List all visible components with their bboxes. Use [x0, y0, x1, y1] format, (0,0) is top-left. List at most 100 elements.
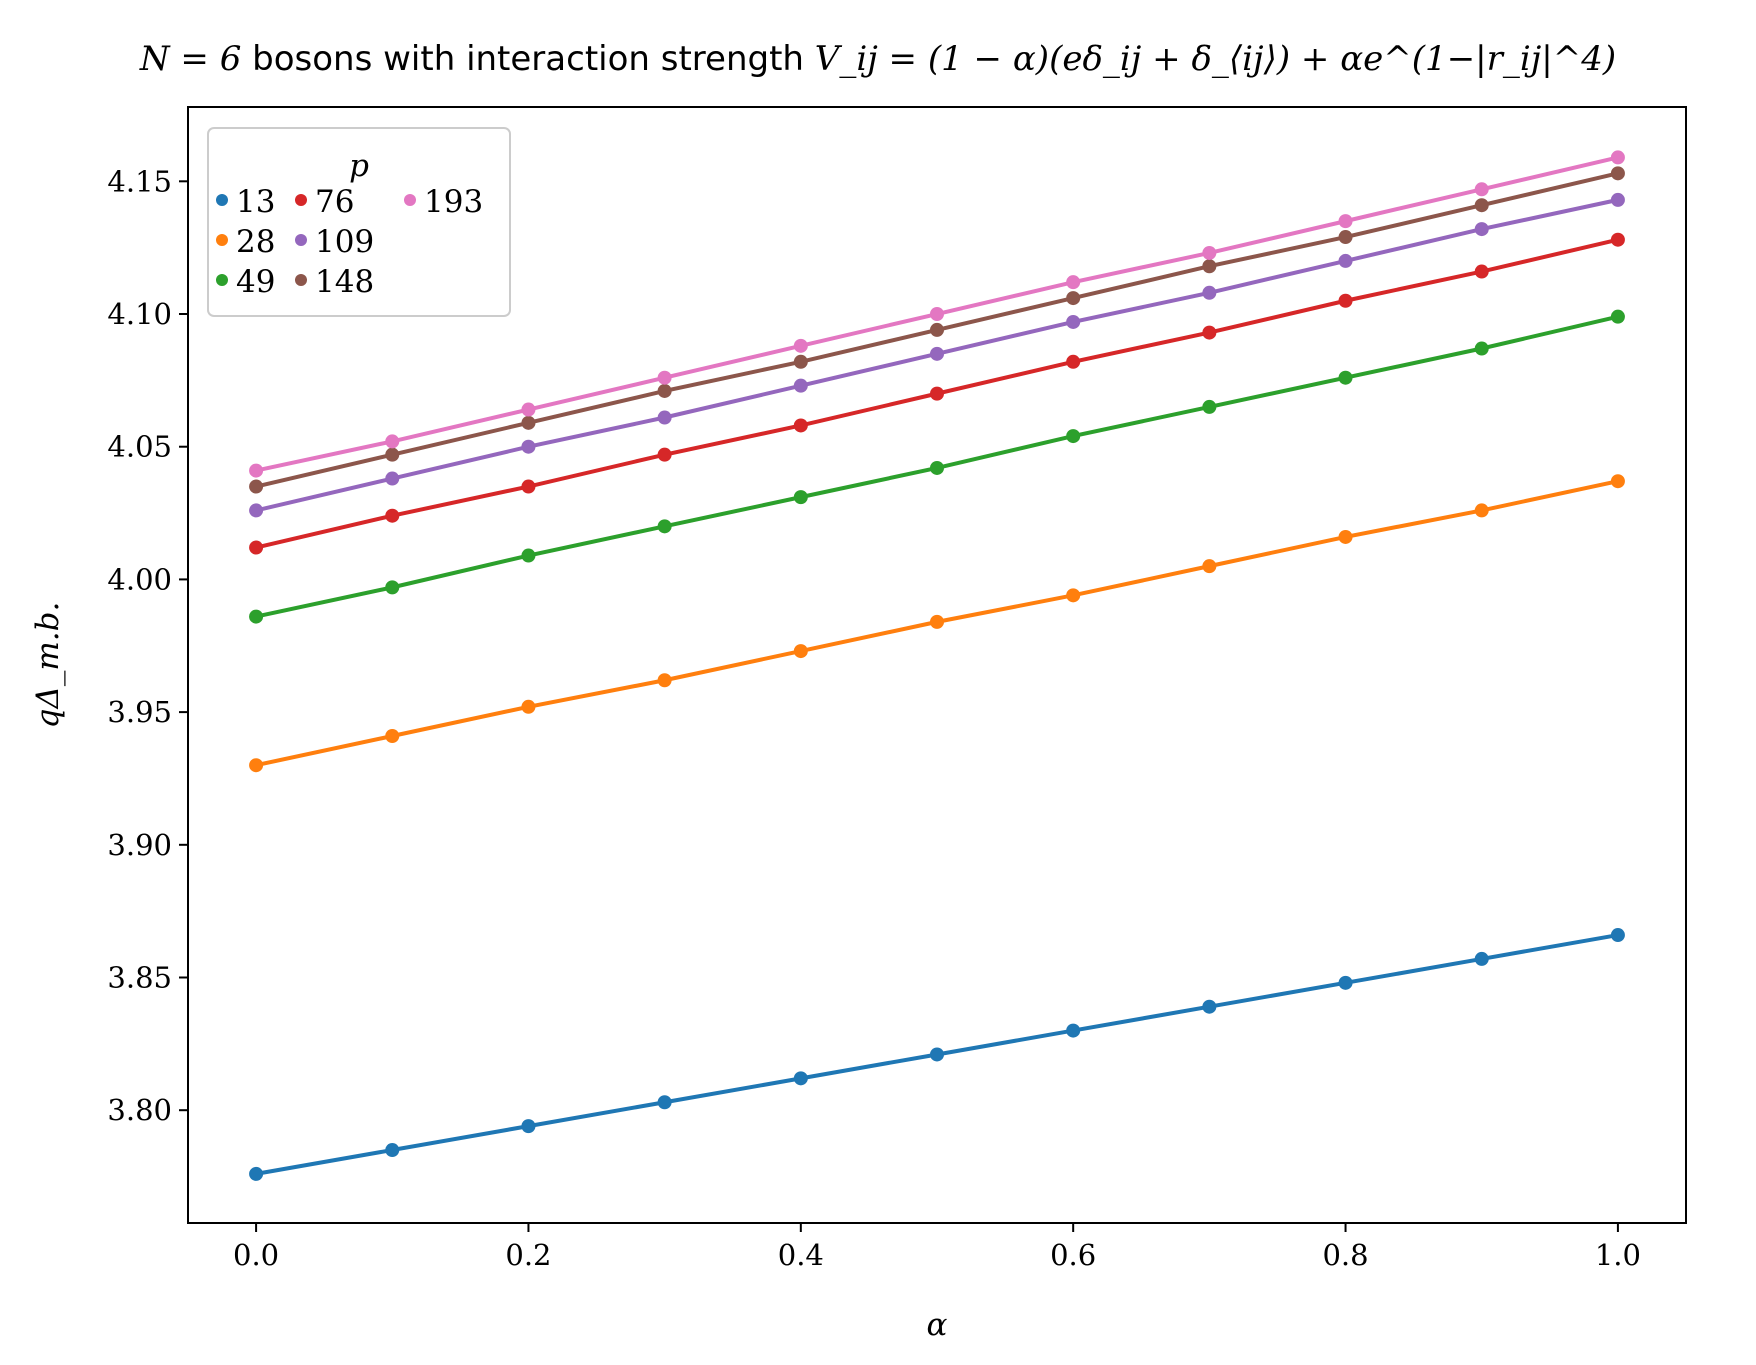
- data-point: [521, 439, 536, 454]
- x-axis-label: α: [927, 1307, 948, 1343]
- series-13: [249, 928, 1625, 1181]
- legend-item: 28: [216, 224, 275, 260]
- data-point: [249, 503, 264, 518]
- data-point: [1202, 399, 1217, 414]
- data-point: [657, 1095, 672, 1110]
- data-point: [1202, 325, 1217, 340]
- chart-title: N = 6 bosons with interaction strength V…: [139, 39, 1616, 79]
- legend-label: 28: [236, 224, 275, 260]
- y-tick-label: 4.15: [107, 164, 172, 198]
- data-point: [521, 402, 536, 417]
- y-tick-label: 4.00: [107, 562, 172, 596]
- data-point: [1338, 975, 1353, 990]
- x-tick-label: 0.2: [505, 1238, 551, 1272]
- legend-item: 148: [295, 264, 374, 300]
- legend-label: 76: [315, 184, 354, 220]
- data-point: [249, 609, 264, 624]
- data-point: [1474, 264, 1489, 279]
- data-point: [930, 460, 944, 475]
- y-tick-label: 3.95: [107, 695, 172, 729]
- data-point: [657, 673, 672, 688]
- legend-marker: [295, 274, 307, 286]
- data-point: [1202, 999, 1217, 1014]
- legend-title: p: [349, 148, 369, 184]
- data-point: [930, 386, 944, 401]
- data-point: [521, 415, 536, 430]
- data-point: [1610, 474, 1625, 489]
- data-point: [1610, 166, 1625, 181]
- data-point: [793, 418, 808, 433]
- data-point: [1338, 214, 1353, 229]
- data-point: [385, 471, 400, 486]
- y-tick-label: 4.05: [107, 430, 172, 464]
- legend-marker: [295, 194, 307, 206]
- data-point: [1610, 150, 1625, 165]
- legend-item: 193: [404, 184, 483, 220]
- legend-frame: [207, 127, 511, 317]
- series-layer: [249, 150, 1625, 1181]
- legend-item: 76: [295, 184, 354, 220]
- data-point: [1338, 529, 1353, 544]
- data-point: [249, 540, 264, 555]
- data-point: [930, 307, 944, 322]
- data-point: [793, 354, 808, 369]
- data-point: [793, 1071, 808, 1086]
- x-tick-label: 0.8: [1322, 1238, 1368, 1272]
- data-point: [657, 447, 672, 462]
- series-76: [249, 232, 1625, 555]
- data-point: [930, 322, 944, 337]
- legend-label: 193: [424, 184, 483, 220]
- x-tick-label: 0.0: [233, 1238, 279, 1272]
- data-point: [385, 447, 400, 462]
- chart-title-text: bosons with interaction strength: [241, 39, 814, 79]
- data-point: [1338, 253, 1353, 268]
- data-point: [1066, 291, 1081, 306]
- data-point: [930, 346, 944, 361]
- y-tick-label: 3.85: [107, 961, 172, 995]
- data-point: [1202, 559, 1217, 574]
- legend-item: 109: [295, 224, 374, 260]
- legend-item: 49: [216, 264, 275, 300]
- y-axis-label: qΔ_m.b.: [30, 602, 66, 729]
- data-point: [1338, 230, 1353, 245]
- legend: p 13 28 49 76 109 148 193: [207, 127, 511, 317]
- legend-item: 13: [216, 184, 275, 220]
- series-148: [249, 166, 1625, 494]
- data-point: [793, 378, 808, 393]
- data-point: [521, 548, 536, 563]
- data-point: [249, 463, 264, 478]
- legend-label: 49: [236, 264, 275, 300]
- chart-title-lead: N = 6: [139, 39, 242, 79]
- data-point: [1066, 1023, 1081, 1038]
- series-193: [249, 150, 1625, 478]
- series-28: [249, 474, 1625, 773]
- data-point: [1474, 951, 1489, 966]
- data-point: [1474, 222, 1489, 237]
- x-tick-label: 1.0: [1595, 1238, 1641, 1272]
- data-point: [385, 1143, 400, 1158]
- data-point: [793, 338, 808, 353]
- data-point: [793, 644, 808, 659]
- data-point: [793, 490, 808, 505]
- data-point: [521, 479, 536, 494]
- y-axis: 3.80 3.85 3.90 3.95 4.00 4.05 4.10 4.15: [107, 164, 188, 1127]
- legend-marker: [404, 194, 416, 206]
- y-tick-label: 3.80: [107, 1093, 172, 1127]
- y-tick-label: 3.90: [107, 828, 172, 862]
- legend-marker: [216, 274, 228, 286]
- chart-title-formula: V_ij = (1 − α)(eδ_ij + δ_⟨ij⟩) + αe^(1−|…: [815, 39, 1616, 79]
- data-point: [385, 508, 400, 523]
- legend-label: 109: [315, 224, 374, 260]
- data-point: [249, 1166, 264, 1181]
- data-point: [385, 580, 400, 595]
- data-point: [249, 479, 264, 494]
- legend-marker: [216, 234, 228, 246]
- data-point: [521, 699, 536, 714]
- data-point: [657, 410, 672, 425]
- data-point: [930, 614, 944, 629]
- data-point: [1202, 259, 1217, 274]
- data-point: [1066, 275, 1081, 290]
- data-point: [1610, 309, 1625, 324]
- data-point: [1610, 928, 1625, 943]
